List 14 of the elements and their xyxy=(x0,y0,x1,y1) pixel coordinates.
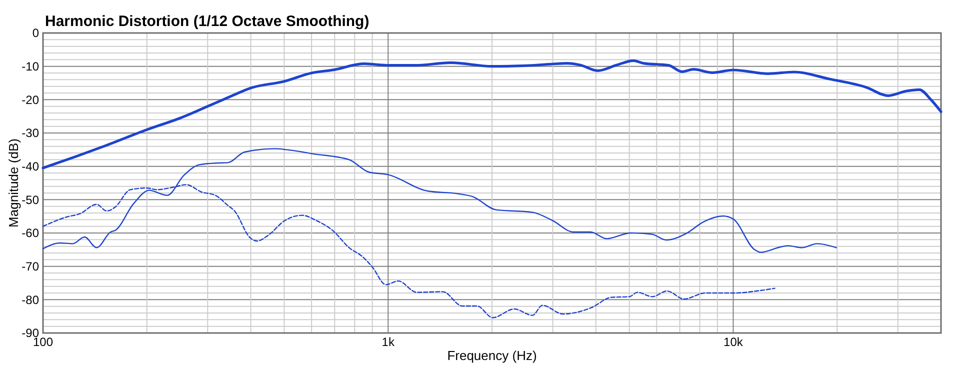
y-tick-label: -30 xyxy=(22,126,40,140)
chart-title: Harmonic Distortion (1/12 Octave Smoothing) xyxy=(45,13,370,30)
y-tick-label: -40 xyxy=(22,160,40,174)
y-tick-label: -80 xyxy=(22,292,40,307)
x-axis-title: Frequency (Hz) xyxy=(447,348,537,363)
y-tick-label: -60 xyxy=(22,226,40,240)
y-tick-label: -50 xyxy=(22,192,40,207)
y-tick-label: -20 xyxy=(22,92,40,107)
y-tick-label: 0 xyxy=(32,26,40,40)
x-tick-label: 10k xyxy=(724,335,744,349)
y-tick-label: -10 xyxy=(22,60,40,74)
y-tick-label: -70 xyxy=(22,260,40,274)
x-tick-label: 1k xyxy=(382,335,396,349)
y-axis-title: Magnitude (dB) xyxy=(6,138,21,228)
